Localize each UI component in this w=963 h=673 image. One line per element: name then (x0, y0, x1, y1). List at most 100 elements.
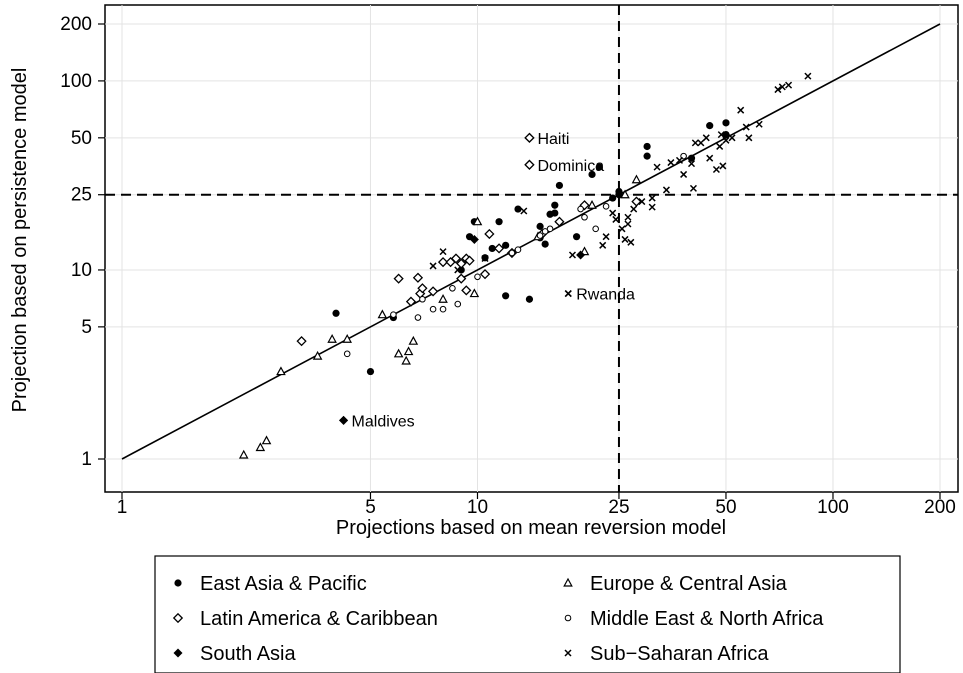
data-point (454, 300, 462, 308)
data-point (502, 241, 510, 249)
data-point (643, 142, 651, 151)
data-point (412, 272, 424, 283)
data-point (403, 346, 414, 356)
data-point (609, 194, 617, 202)
data-point (427, 286, 439, 297)
annotated-point (564, 290, 572, 298)
data-point (502, 292, 510, 300)
data-point (419, 295, 426, 303)
data-point (706, 154, 714, 162)
annotated-point (339, 415, 349, 425)
data-point (716, 142, 724, 150)
data-point (405, 296, 417, 307)
data-points (238, 72, 812, 459)
legend-label: South Asia (200, 643, 297, 665)
data-point (618, 225, 626, 233)
y-tick-label: 25 (71, 185, 92, 206)
data-point (577, 205, 584, 213)
annotation-label: Rwanda (576, 287, 635, 304)
data-point (327, 333, 337, 343)
data-point (481, 254, 489, 263)
data-point (742, 123, 750, 131)
legend-marker (564, 614, 572, 622)
data-point (393, 273, 404, 284)
data-point (755, 120, 763, 128)
y-tick-label: 5 (81, 317, 92, 338)
data-point (687, 154, 696, 162)
y-tick-label: 10 (71, 260, 92, 281)
point-annotations: Haiti Dominica Rwanda Maldives (339, 131, 635, 430)
data-point (648, 194, 656, 202)
legend-marker (564, 649, 572, 657)
data-point (514, 246, 522, 253)
data-point (702, 134, 710, 142)
data-point (609, 209, 617, 217)
legend-label: Latin America & Caribbean (200, 608, 438, 630)
x-tick-label: 1 (117, 497, 128, 518)
data-point (472, 216, 483, 226)
data-point (479, 269, 491, 280)
data-point (621, 235, 629, 243)
data-point (437, 257, 449, 268)
data-point (469, 288, 480, 298)
data-point (469, 234, 479, 244)
data-point (643, 152, 651, 160)
data-point (620, 189, 630, 199)
data-point (712, 165, 720, 174)
grid-lines (105, 5, 958, 492)
data-point (653, 163, 661, 171)
data-point (631, 196, 642, 207)
data-point (737, 106, 745, 114)
data-point (332, 309, 340, 317)
data-point (680, 170, 688, 178)
data-point (579, 200, 590, 211)
fit-line-segment (121, 23, 941, 460)
legend-label: Europe & Central Asia (590, 573, 788, 595)
x-axis-ticks: 1 5 10 25 50 100 200 (117, 492, 956, 518)
data-point (624, 220, 632, 228)
data-point (722, 119, 730, 127)
x-axis-title: Projections based on mean reversion mode… (336, 517, 726, 539)
data-point (261, 435, 272, 445)
data-point (456, 273, 467, 284)
data-point (514, 205, 522, 213)
data-point (722, 136, 730, 144)
data-point (312, 350, 323, 360)
data-point (675, 156, 684, 164)
legend-label: Sub−Saharan Africa (590, 643, 769, 665)
annotation-label: Haiti (537, 131, 569, 148)
plot-frame (104, 4, 959, 493)
data-point (662, 186, 670, 194)
y-axis-title: Projection based on persistence model (9, 68, 31, 413)
data-point (454, 266, 462, 274)
data-point (592, 225, 599, 233)
data-point (778, 83, 786, 91)
data-point (717, 131, 725, 139)
data-point (438, 293, 448, 303)
y-tick-label: 1 (81, 449, 92, 470)
x-tick-label: 10 (467, 497, 488, 518)
data-point (495, 218, 503, 226)
legend-marker (563, 577, 573, 587)
data-point (774, 86, 782, 94)
legend-marker (173, 648, 183, 658)
data-point (390, 311, 397, 318)
data-point (631, 174, 642, 184)
x-tick-label: 50 (715, 497, 736, 518)
data-point (554, 216, 565, 227)
x-tick-label: 5 (365, 497, 376, 518)
data-point (615, 191, 623, 199)
y-tick-label: 200 (60, 14, 92, 35)
data-point (555, 181, 564, 190)
data-point (536, 232, 544, 239)
data-point (602, 203, 610, 210)
y-tick-label: 100 (60, 71, 92, 92)
data-point (599, 241, 607, 249)
legend-label: East Asia & Pacific (200, 573, 367, 595)
data-point (439, 248, 447, 256)
data-point (541, 240, 549, 248)
data-point (439, 305, 447, 313)
data-point (581, 213, 588, 221)
data-point (414, 314, 422, 321)
data-point (691, 139, 699, 147)
